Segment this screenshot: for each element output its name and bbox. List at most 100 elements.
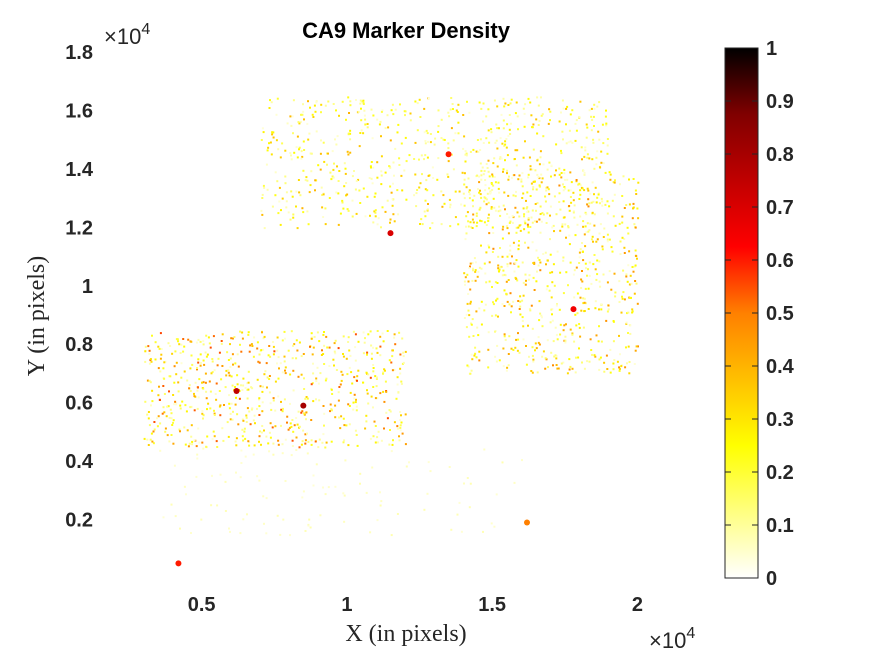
density-cell — [447, 160, 450, 163]
density-cell — [337, 347, 340, 350]
density-cell — [404, 443, 407, 446]
density-cell — [485, 251, 488, 254]
density-cell — [581, 361, 583, 364]
density-cell — [220, 342, 223, 345]
density-cell — [253, 336, 256, 339]
density-cell — [494, 209, 497, 212]
density-cell — [493, 206, 496, 209]
density-cell — [213, 409, 215, 412]
density-cell — [276, 362, 278, 365]
density-cell — [315, 463, 318, 466]
density-cell — [264, 370, 267, 373]
density-cell — [600, 308, 603, 311]
density-cell — [362, 132, 365, 135]
density-cell — [502, 127, 505, 130]
density-cell — [298, 148, 300, 151]
density-cell — [389, 429, 391, 431]
density-cell — [573, 296, 576, 299]
density-cell — [509, 133, 512, 135]
density-cell — [196, 407, 199, 410]
density-cell — [289, 402, 291, 405]
density-cell — [318, 340, 321, 343]
density-cell — [509, 244, 512, 247]
density-cell — [603, 370, 606, 373]
density-cell — [286, 421, 288, 424]
density-cell — [281, 339, 284, 342]
density-cell — [572, 210, 575, 213]
density-cell — [198, 378, 201, 381]
density-cell — [279, 156, 282, 159]
density-cell — [535, 280, 538, 283]
density-cell — [244, 437, 247, 440]
density-cell — [578, 182, 581, 185]
density-cell — [262, 385, 264, 388]
density-cell — [583, 367, 586, 370]
density-cell — [493, 176, 496, 178]
density-cell — [508, 303, 511, 306]
density-cell — [491, 173, 494, 176]
density-cell — [313, 335, 316, 338]
density-cell — [277, 439, 280, 442]
density-cell — [283, 355, 286, 358]
density-cell — [511, 176, 513, 179]
density-cell — [475, 225, 478, 228]
density-cell — [532, 186, 535, 189]
density-cell — [296, 135, 299, 138]
density-cell — [277, 356, 280, 359]
density-cell — [241, 435, 244, 438]
density-cell — [237, 365, 240, 368]
density-cell — [393, 421, 396, 424]
density-cell — [351, 215, 354, 218]
density-cell — [589, 222, 592, 225]
density-cell — [258, 397, 261, 400]
density-cell — [258, 414, 261, 416]
density-cell — [508, 128, 511, 131]
density-cell — [550, 351, 553, 354]
density-cell — [191, 363, 194, 366]
density-cell — [396, 383, 399, 386]
density-cell — [302, 429, 305, 432]
density-cell — [579, 248, 582, 251]
density-cell — [374, 215, 377, 218]
y-tick-label: 1.2 — [65, 217, 93, 239]
density-cell — [576, 223, 579, 226]
density-cell — [471, 218, 474, 221]
density-cell — [427, 140, 429, 143]
density-cell — [211, 371, 214, 373]
density-cell — [205, 334, 208, 337]
density-cell — [502, 170, 504, 173]
density-cell — [319, 514, 322, 517]
density-cell — [371, 466, 374, 469]
density-cell — [514, 262, 517, 265]
density-cell — [529, 168, 532, 171]
density-cell — [369, 214, 371, 217]
density-cell — [333, 364, 335, 367]
density-cell — [587, 189, 590, 192]
density-cell — [592, 200, 595, 203]
density-cell — [620, 311, 623, 314]
density-cell — [396, 189, 399, 192]
density-cell — [197, 338, 200, 341]
density-cell — [551, 319, 554, 322]
density-cell — [187, 445, 190, 448]
density-cell — [289, 534, 291, 537]
density-cell — [553, 284, 556, 287]
density-cell — [517, 178, 520, 181]
density-cell — [415, 192, 418, 195]
density-cell — [484, 179, 487, 181]
density-cell — [218, 390, 221, 392]
density-cell — [202, 447, 205, 450]
density-cell — [462, 114, 465, 116]
density-cell — [224, 386, 227, 389]
density-cell — [321, 206, 324, 209]
density-cell — [295, 339, 298, 342]
density-cell — [380, 170, 383, 173]
density-cell — [299, 194, 302, 197]
density-cell — [482, 120, 484, 123]
density-cell — [601, 123, 604, 126]
density-cell — [524, 222, 527, 225]
density-cell — [487, 244, 490, 247]
density-cell — [477, 334, 480, 337]
density-cell — [303, 149, 306, 151]
density-cell — [562, 256, 565, 259]
